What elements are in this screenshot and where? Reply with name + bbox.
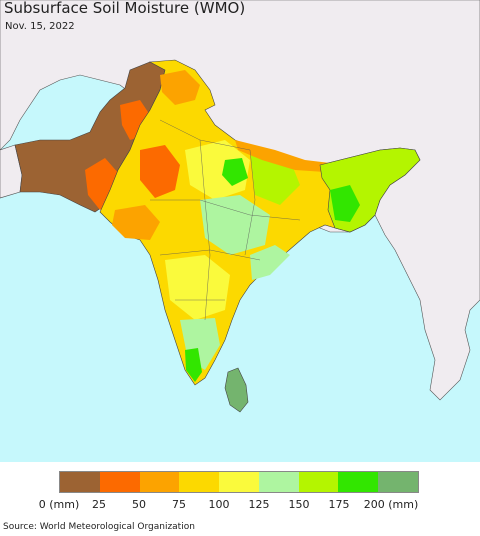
patch-east-coast xyxy=(250,245,290,280)
legend-label-7: 175 xyxy=(328,498,350,511)
legend-swatch-4 xyxy=(219,472,259,492)
patch-kerala-green xyxy=(185,348,202,382)
legend-label-8: 200 (mm) xyxy=(363,498,419,511)
patch-west-lightorange xyxy=(112,205,160,240)
sri-lanka xyxy=(224,367,249,413)
map-title: Subsurface Soil Moisture (WMO) xyxy=(4,0,245,17)
legend-swatch-3 xyxy=(179,472,220,492)
legend-swatch-6 xyxy=(298,472,339,492)
map-date: Nov. 15, 2022 xyxy=(5,21,75,32)
patch-north-orange xyxy=(160,70,200,105)
source-credit: Source: World Meteorological Organizatio… xyxy=(3,522,195,532)
patch-west-orange xyxy=(140,145,180,198)
patch-nepal-orange xyxy=(235,140,330,172)
legend-label-1: 25 xyxy=(92,498,106,511)
patch-south-yellow xyxy=(165,255,230,320)
legend-swatch-2 xyxy=(139,472,180,492)
legend-label-3: 75 xyxy=(172,498,186,511)
legend-swatch-0 xyxy=(60,472,100,492)
patch-bright-green xyxy=(222,158,248,186)
patch-central-green xyxy=(200,195,270,255)
state-borders xyxy=(150,119,301,321)
legend-labels: 0 (mm) 25 50 75 100 125 150 175 200 (mm) xyxy=(0,498,480,514)
soil-moisture-map: Subsurface Soil Moisture (WMO) Nov. 15, … xyxy=(0,0,480,462)
legend-label-4: 100 xyxy=(208,498,230,511)
legend-swatch-7 xyxy=(338,472,379,492)
legend-swatch-5 xyxy=(258,472,299,492)
legend-label-6: 150 xyxy=(288,498,310,511)
northeast-green xyxy=(330,185,360,222)
legend-colorbar xyxy=(59,471,419,493)
legend-swatch-8 xyxy=(378,472,419,492)
legend-label-5: 125 xyxy=(248,498,270,511)
legend-swatch-1 xyxy=(99,472,140,492)
legend-label-0: 0 (mm) xyxy=(38,498,80,511)
legend: 0 (mm) 25 50 75 100 125 150 175 200 (mm) xyxy=(0,462,480,522)
legend-label-2: 50 xyxy=(132,498,146,511)
